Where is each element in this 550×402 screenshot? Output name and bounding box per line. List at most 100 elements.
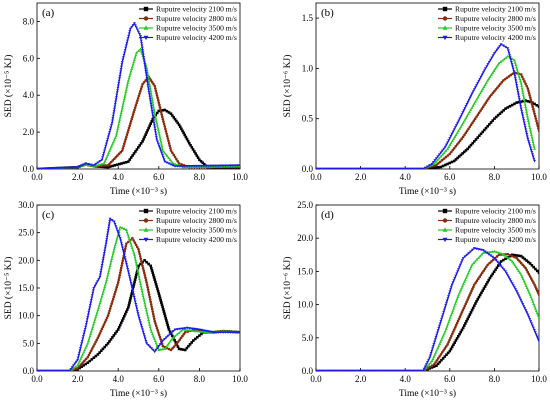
data-point xyxy=(156,96,159,100)
data-point xyxy=(461,135,465,139)
data-point xyxy=(526,313,530,317)
x-tick-label: 2.0 xyxy=(72,172,84,182)
data-point xyxy=(40,167,44,169)
data-point xyxy=(147,290,150,294)
data-point xyxy=(40,369,44,371)
data-point xyxy=(77,354,81,357)
data-point xyxy=(533,147,536,150)
data-point xyxy=(371,369,375,371)
data-point xyxy=(137,275,141,278)
data-point xyxy=(531,326,535,330)
data-point xyxy=(513,72,516,75)
data-point xyxy=(511,65,515,69)
data-point xyxy=(338,167,342,169)
data-point xyxy=(164,152,168,156)
data-point xyxy=(158,343,162,346)
data-point xyxy=(124,137,127,141)
data-point xyxy=(362,167,366,169)
data-point xyxy=(402,369,406,371)
data-point xyxy=(82,364,85,367)
data-point xyxy=(497,61,501,65)
data-point xyxy=(473,304,476,308)
data-point xyxy=(141,330,145,334)
data-point xyxy=(528,94,531,97)
data-point xyxy=(324,167,327,169)
data-point xyxy=(107,133,111,136)
data-point xyxy=(486,280,489,284)
y-tick-label: 10.0 xyxy=(297,300,313,310)
data-point xyxy=(447,320,451,324)
data-point xyxy=(123,140,127,143)
data-point xyxy=(496,86,499,89)
data-point xyxy=(157,348,161,352)
data-point xyxy=(533,331,537,334)
data-point xyxy=(167,111,171,114)
data-point xyxy=(226,331,230,334)
data-point xyxy=(464,105,468,108)
data-point xyxy=(422,367,426,371)
data-point xyxy=(115,236,119,240)
data-point xyxy=(68,166,72,169)
data-point xyxy=(113,105,117,109)
data-point xyxy=(423,166,427,169)
data-point xyxy=(156,140,160,144)
data-point xyxy=(192,339,195,342)
data-point xyxy=(37,167,39,169)
data-point xyxy=(460,259,464,262)
data-point xyxy=(525,133,529,136)
data-point xyxy=(168,144,172,148)
data-point xyxy=(129,294,133,298)
series-group xyxy=(316,99,539,169)
data-point xyxy=(135,26,138,30)
data-point xyxy=(144,70,148,73)
data-point xyxy=(484,283,488,286)
data-point xyxy=(513,58,516,62)
data-point xyxy=(209,164,213,168)
data-point xyxy=(432,363,436,366)
data-point xyxy=(151,117,155,120)
data-point xyxy=(441,313,445,316)
legend-label: Ruputre velocity 2100 m/s xyxy=(156,207,237,216)
data-point xyxy=(535,335,539,339)
data-point xyxy=(470,263,474,266)
data-point xyxy=(153,278,157,281)
data-point xyxy=(187,141,191,145)
data-point xyxy=(522,305,526,308)
data-point xyxy=(530,133,533,136)
data-point xyxy=(489,254,493,258)
data-point xyxy=(158,103,161,107)
data-point xyxy=(477,248,481,251)
data-point xyxy=(228,331,232,334)
data-point xyxy=(92,164,96,167)
data-point xyxy=(457,317,461,321)
data-point xyxy=(168,333,172,336)
data-point xyxy=(185,326,189,330)
data-point xyxy=(523,80,526,83)
data-point xyxy=(181,348,185,351)
data-point xyxy=(149,105,153,108)
y-tick-label: 10.0 xyxy=(18,311,34,321)
data-point xyxy=(126,37,130,40)
y-axis-title: SED (×10⁻⁶ KJ) xyxy=(282,257,293,320)
data-point xyxy=(465,114,469,118)
data-point xyxy=(88,351,92,355)
data-point xyxy=(109,261,113,265)
data-point xyxy=(475,97,479,101)
data-point xyxy=(53,167,57,169)
data-point xyxy=(158,147,162,150)
data-point xyxy=(481,249,485,252)
data-point xyxy=(438,342,442,346)
data-point xyxy=(511,72,514,76)
data-point xyxy=(433,159,437,162)
data-point xyxy=(436,329,440,332)
data-point xyxy=(158,137,162,141)
data-point xyxy=(510,103,514,107)
data-point xyxy=(76,166,80,169)
data-point xyxy=(113,103,117,106)
data-point xyxy=(165,134,169,138)
data-point xyxy=(176,328,179,331)
data-point xyxy=(470,289,473,293)
data-point xyxy=(497,251,501,254)
data-point xyxy=(154,348,158,352)
data-point xyxy=(528,317,532,321)
